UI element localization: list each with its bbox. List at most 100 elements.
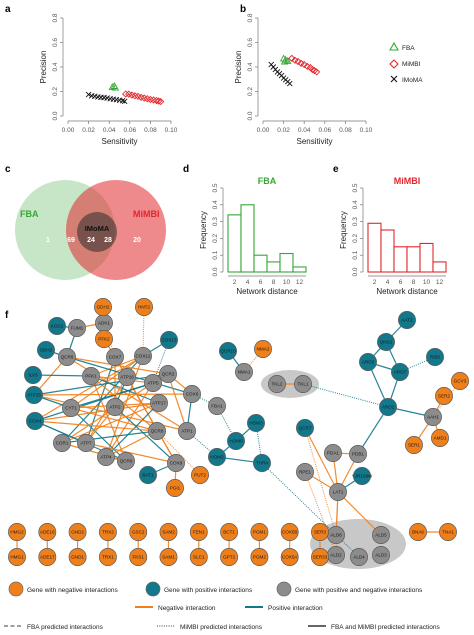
node-label: COX13: [161, 338, 177, 343]
node-gnd2: GND2: [68, 523, 87, 541]
point-imoma: [85, 91, 92, 98]
edge-qcr8-atp4: [105, 430, 158, 458]
node-circle: [62, 399, 80, 417]
node-label: HNT2: [138, 305, 150, 310]
point-imoma: [286, 80, 293, 87]
node-label: QCR6: [61, 355, 74, 360]
node-atp16: ATP16: [118, 368, 136, 386]
node-hmg1: HMG1: [8, 548, 26, 566]
node-fba1: FBA1: [208, 397, 226, 415]
node-circle: [95, 330, 113, 348]
point-mimbi: [122, 90, 130, 98]
legend-node-both: [276, 581, 292, 597]
x-tick-label: 2: [233, 279, 237, 286]
node-qcr7: QCR7: [296, 419, 314, 437]
node-label: SDH2: [40, 348, 53, 353]
node-circle: [53, 434, 71, 452]
node-label: GPT2: [223, 555, 235, 560]
y-tick-label: 0.5: [352, 183, 359, 192]
node-label: PGM1: [253, 530, 266, 535]
node-circle: [235, 363, 253, 381]
y-tick-label: 0.3: [212, 217, 219, 226]
x-tick-label: 0.08: [339, 127, 352, 134]
histogram-bar: [266, 261, 281, 273]
node-ald2: ALD2: [327, 546, 345, 564]
x-tick-label: 10: [423, 279, 431, 286]
node-circle: [409, 523, 427, 541]
node-label: GND1: [71, 555, 84, 560]
node-circle: [247, 414, 265, 432]
node-label: ATP1: [181, 429, 193, 434]
edge-tkl1-aro1: [302, 383, 389, 408]
node-circle: [106, 348, 124, 366]
node-pda1: PDA1: [324, 444, 342, 462]
node-rpe1: RPE1: [296, 463, 314, 481]
node-cox5b: COX5B: [280, 523, 299, 541]
edge-qcr2-atp15: [33, 373, 169, 396]
node-aro1: ARO1: [379, 398, 397, 416]
node-circle: [268, 375, 286, 393]
node-circle: [451, 372, 469, 390]
node-circle: [254, 340, 272, 358]
node-label: QCR8: [151, 429, 164, 434]
node-label: ALD5: [375, 533, 387, 538]
node-bna6: BNA6: [409, 523, 427, 541]
legend-edge-negative-label: Negative interaction: [158, 605, 216, 612]
x-axis-title: Sensitivity: [296, 137, 332, 146]
node-cox9: COX9: [167, 454, 185, 472]
node-circle: [391, 363, 409, 381]
edge-atp7-cox9: [85, 442, 177, 464]
node-circle: [353, 467, 371, 485]
node-circle: [25, 386, 43, 404]
node-sam2: SAM2: [159, 523, 178, 541]
node-circle: [144, 374, 162, 392]
legend-fba-predicted-label: FBA predicted interactions: [27, 624, 104, 631]
node-ilv3: ILV3: [24, 366, 42, 384]
node-ald3: ALD3: [372, 546, 390, 564]
interaction-network: KGD1 SDH2 ILV3 ATP15 COX4 FUM1 ADK1 GDH2 PFK2 HNT…: [8, 298, 469, 569]
y-axis-title: Frequency: [339, 211, 348, 249]
y-axis-title: Precision: [234, 51, 243, 84]
y-tick-label: 0.0: [52, 111, 59, 120]
node-circle: [250, 523, 269, 541]
venn-count-imoma-mimbi: 28: [104, 237, 112, 244]
node-circle: [160, 331, 178, 349]
node-label: BCT1: [223, 530, 235, 535]
node-label: CYT1: [65, 406, 77, 411]
node-circle: [398, 311, 416, 329]
node-label: SER2: [438, 394, 450, 399]
node-hmg2: HMG2: [8, 523, 26, 541]
node-circle: [189, 548, 208, 566]
node-aah1: AAH1: [424, 408, 442, 426]
node-circle: [280, 523, 299, 541]
histogram-bar: [380, 229, 395, 273]
edge-atp5-cox4: [34, 382, 154, 422]
panel-label-e: e: [333, 164, 339, 175]
edge-cyt1-qcr8: [70, 407, 158, 432]
point-mimbi: [152, 96, 161, 105]
node-label: COX9: [170, 461, 183, 466]
node-label: HOM2: [210, 455, 224, 460]
node-slc1: SLC1: [189, 548, 208, 566]
node-cox7: COX7: [106, 348, 124, 366]
node-trx1: TRX1: [98, 548, 117, 566]
node-circle: [183, 385, 201, 403]
legend-node-positive-label: Gene with positive interactions: [164, 587, 253, 594]
node-circle: [159, 523, 178, 541]
node-label: QCR2: [162, 372, 175, 377]
node-lat1: LAT1: [329, 483, 347, 501]
node-circle: [166, 479, 184, 497]
edge-qcr2-atp1: [167, 373, 188, 432]
node-pfk2: PFK2: [95, 330, 113, 348]
node-label: ATP5: [147, 381, 159, 386]
node-hom3: HOM3: [247, 414, 265, 432]
node-circle: [98, 548, 117, 566]
legend-node-negative: [8, 581, 24, 597]
edge-put2-qcr8: [156, 430, 201, 476]
node-label: PFK1: [85, 374, 97, 379]
node-tkl2: TKL2: [268, 375, 286, 393]
node-circle: [97, 448, 115, 466]
node-circle: [227, 432, 245, 450]
node-label: SAM2: [162, 530, 175, 535]
x-tick-label: 0.08: [144, 127, 157, 134]
